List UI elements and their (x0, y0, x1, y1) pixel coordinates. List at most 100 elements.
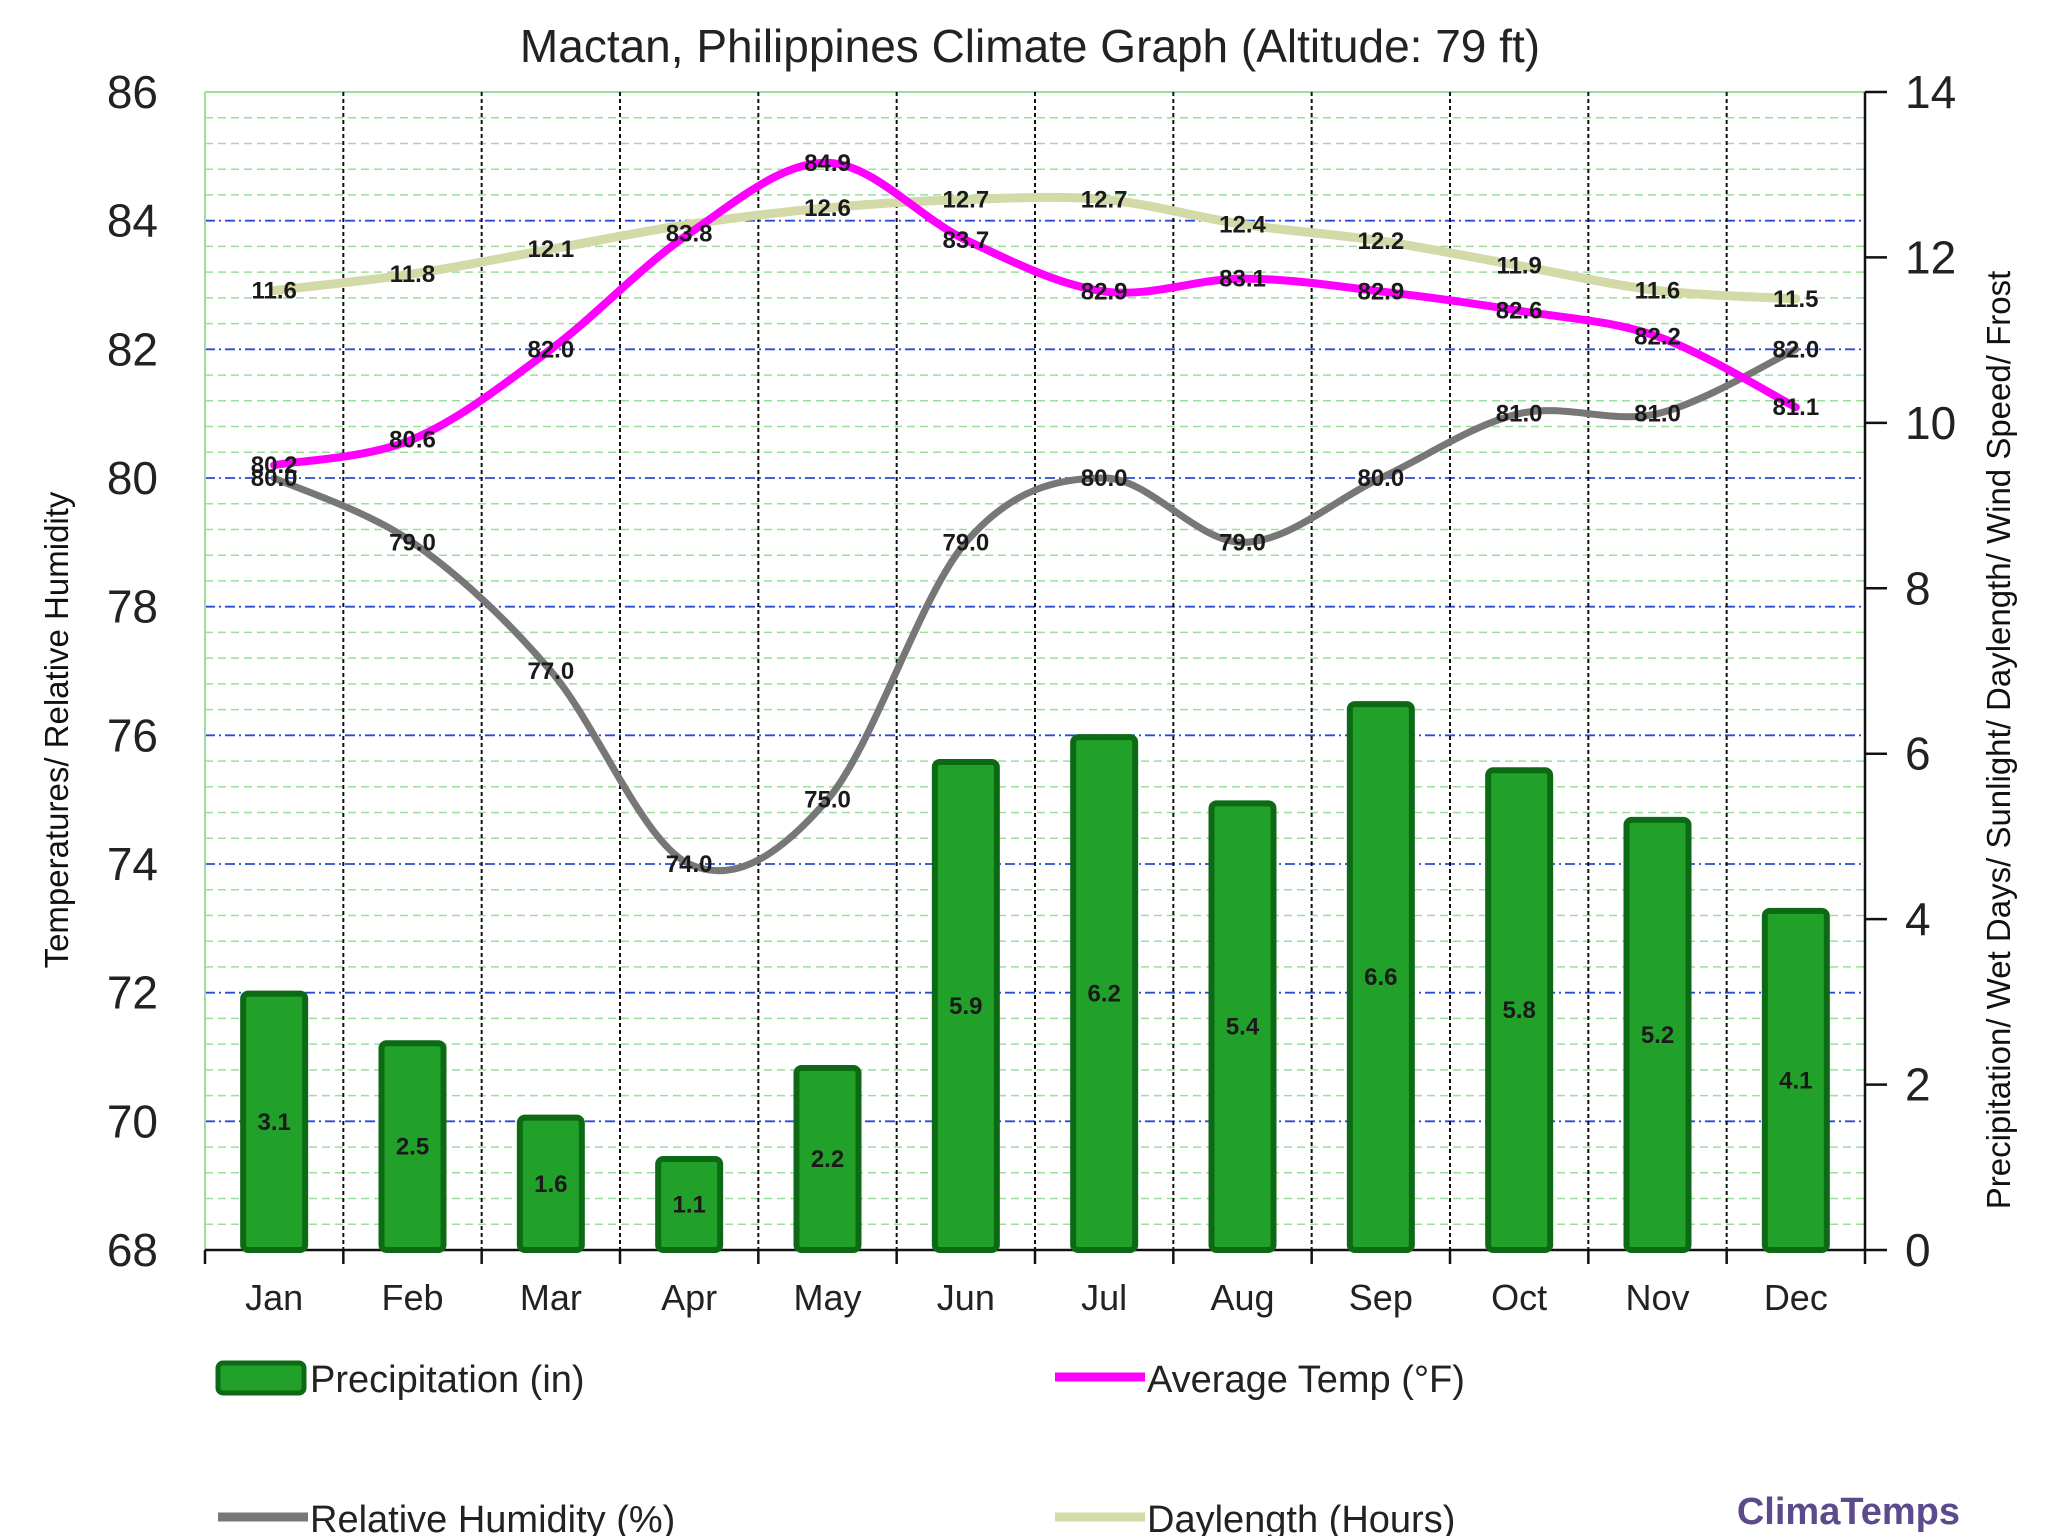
month-label: Sep (1349, 1277, 1413, 1318)
precip-bar (793, 1065, 862, 1253)
left-tick-label: 82 (107, 323, 158, 375)
temp-value-label: 83.7 (942, 227, 989, 254)
temp-value-label: 80.2 (251, 452, 298, 479)
precip-bar (1208, 800, 1277, 1253)
humidity-value-label: 82.0 (1772, 336, 1819, 363)
daylength-value-label: 12.2 (1357, 228, 1404, 255)
precip-bar (240, 990, 309, 1253)
humidity-value-label: 77.0 (527, 658, 574, 685)
legend: Precipitation (in) Average Temp (°F) Rel… (215, 1359, 1960, 1536)
humidity-value-label: 81.0 (1496, 401, 1543, 428)
temp-line (270, 158, 1800, 470)
daylength-value-label: 12.7 (942, 187, 989, 214)
precip-value-label: 5.8 (1502, 997, 1535, 1024)
daylength-value-label: 11.5 (1773, 286, 1818, 313)
precip-bar (655, 1156, 724, 1253)
month-label: Feb (381, 1277, 443, 1318)
precip-value-label: 5.9 (949, 993, 982, 1020)
humidity-value-label: 79.0 (942, 529, 989, 556)
temp-value-label: 80.6 (389, 426, 436, 453)
month-label: May (793, 1277, 861, 1318)
precip-bar (1485, 767, 1554, 1253)
precip-value-label: 6.6 (1364, 964, 1397, 991)
right-axis-title: Precipitation/ Wet Days/ Sunlight/ Dayle… (1980, 271, 2017, 1210)
daylength-value-label: 11.6 (251, 278, 296, 305)
temp-value-label: 82.9 (1357, 278, 1404, 305)
left-tick-label: 76 (107, 709, 158, 761)
temp-value-label: 82.9 (1081, 278, 1128, 305)
right-tick-label: 0 (1905, 1224, 1931, 1276)
legend-daylength-label: Daylength (Hours) (1147, 1499, 1455, 1536)
right-tick-label: 4 (1905, 893, 1931, 945)
chart-axes (203, 92, 1867, 1264)
left-tick-label: 70 (107, 1095, 158, 1147)
temp-value-label: 82.6 (1496, 298, 1543, 325)
precip-value-label: 2.2 (811, 1146, 844, 1173)
humidity-value-label: 80.0 (1081, 465, 1128, 492)
month-label: Jun (937, 1277, 995, 1318)
left-tick-label: 74 (107, 838, 158, 890)
right-tick-label: 6 (1905, 728, 1931, 780)
month-label: Dec (1764, 1277, 1828, 1318)
temp-value-label: 82.0 (527, 336, 574, 363)
right-axis-ticks: 0 2 4 6 8 10 12 14 (1865, 66, 1956, 1276)
left-tick-label: 72 (107, 967, 158, 1019)
left-tick-label: 84 (107, 195, 158, 247)
left-tick-label: 68 (107, 1224, 158, 1276)
daylength-value-label: 12.4 (1219, 211, 1266, 238)
precip-bar (1346, 701, 1415, 1253)
data-labels: 3.1 2.5 1.6 1.1 2.2 5.9 6.2 5.4 6.6 5.8 5.2 4.1 11.6… (251, 150, 1819, 1219)
humidity-value-label: 79.0 (1219, 529, 1266, 556)
daylength-value-label: 12.1 (527, 236, 574, 263)
humidity-value-label: 75.0 (804, 787, 851, 814)
precip-value-label: 1.1 (672, 1192, 705, 1219)
temp-value-label: 82.2 (1634, 323, 1681, 350)
precip-value-label: 1.6 (534, 1171, 567, 1198)
daylength-value-label: 11.9 (1496, 253, 1541, 280)
precip-value-label: 6.2 (1087, 981, 1120, 1008)
month-label: Oct (1491, 1277, 1547, 1318)
right-tick-label: 2 (1905, 1059, 1931, 1111)
left-axis-title: Temperatures/ Relative Humidity (38, 491, 75, 968)
precip-value-label: 5.2 (1641, 1022, 1674, 1049)
brand-logo: ClimaTemps (1737, 1491, 1960, 1533)
temp-value-label: 83.1 (1219, 266, 1266, 293)
precip-value-label: 3.1 (257, 1109, 290, 1136)
legend-precip-label: Precipitation (in) (310, 1359, 585, 1401)
humidity-value-label: 80.0 (1357, 465, 1404, 492)
daylength-value-label: 11.6 (1635, 278, 1680, 305)
precip-value-label: 2.5 (396, 1134, 429, 1161)
humidity-value-label: 81.0 (1634, 401, 1681, 428)
precip-bar (378, 1040, 447, 1253)
month-label: Nov (1625, 1277, 1689, 1318)
precip-bar (1623, 816, 1692, 1254)
left-axis-ticks: 68 70 72 74 76 78 80 82 84 86 (107, 66, 158, 1276)
left-tick-label: 86 (107, 66, 158, 118)
temp-value-label: 83.8 (666, 221, 713, 248)
series-lines (269, 158, 1801, 875)
right-tick-label: 14 (1905, 66, 1956, 118)
humidity-value-label: 74.0 (666, 851, 713, 878)
right-tick-label: 10 (1905, 397, 1956, 449)
left-tick-label: 78 (107, 581, 158, 633)
precip-value-label: 5.4 (1226, 1014, 1260, 1041)
month-label: Apr (661, 1277, 717, 1318)
precip-bar (516, 1114, 585, 1253)
daylength-value-label: 12.7 (1081, 187, 1128, 214)
daylength-value-label: 12.6 (804, 195, 851, 222)
right-tick-label: 8 (1905, 562, 1931, 614)
temp-value-label: 81.1 (1772, 394, 1819, 421)
humidity-line (270, 345, 1800, 875)
month-label: Jul (1081, 1277, 1127, 1318)
right-tick-label: 12 (1905, 231, 1956, 283)
precip-bar (1761, 907, 1830, 1253)
x-axis-labels: Jan Feb Mar Apr May Jun Jul Aug Sep Oct Nov Dec (245, 1277, 1828, 1318)
precipitation-bars (240, 701, 1830, 1254)
legend-temp-label: Average Temp (°F) (1147, 1359, 1465, 1401)
month-label: Aug (1210, 1277, 1274, 1318)
temp-value-label: 84.9 (804, 150, 851, 177)
daylength-line (269, 192, 1801, 304)
legend-precip-swatch (215, 1360, 307, 1396)
precip-value-label: 4.1 (1779, 1067, 1812, 1094)
